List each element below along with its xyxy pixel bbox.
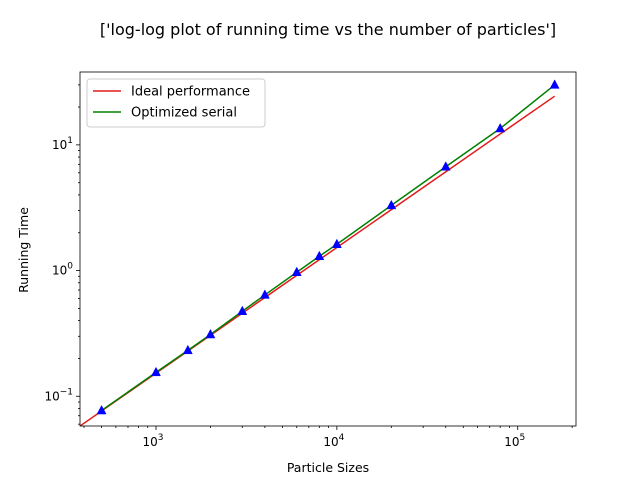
data-point-marker: [386, 199, 397, 210]
chart-title: ['log-log plot of running time vs the nu…: [100, 20, 556, 39]
data-point-marker: [549, 79, 560, 89]
series-line-optimized-serial: [101, 84, 556, 412]
x-tick-label: 105: [504, 433, 525, 449]
x-axis-label: Particle Sizes: [287, 460, 369, 475]
data-point-marker: [96, 404, 107, 415]
y-tick-label: 10−1: [44, 387, 73, 403]
y-tick-label: 101: [52, 136, 73, 152]
legend-label-ideal-performance: Ideal performance: [131, 85, 250, 100]
data-point-marker: [440, 161, 451, 171]
data-point-marker: [182, 344, 193, 355]
data-point-marker: [331, 238, 342, 248]
legend-label-optimized-serial: Optimized serial: [131, 106, 237, 121]
data-point-marker: [495, 122, 506, 133]
plot-area: 103 104 105 10−1 100 101 Ideal performance Opti…: [44, 71, 577, 449]
x-tick-label: 104: [323, 433, 344, 449]
data-point-marker: [237, 305, 248, 315]
data-point-marker: [259, 289, 270, 299]
legend-box: [86, 78, 266, 128]
axes-frame: [79, 71, 577, 427]
data-point-marker: [314, 250, 325, 260]
x-tick-label: 103: [142, 433, 163, 449]
data-point-marker: [151, 366, 161, 377]
y-axis-label: Running Time: [16, 207, 31, 293]
y-tick-label: 100: [52, 262, 73, 278]
data-point-marker: [205, 328, 216, 339]
data-point-marker: [291, 266, 302, 276]
